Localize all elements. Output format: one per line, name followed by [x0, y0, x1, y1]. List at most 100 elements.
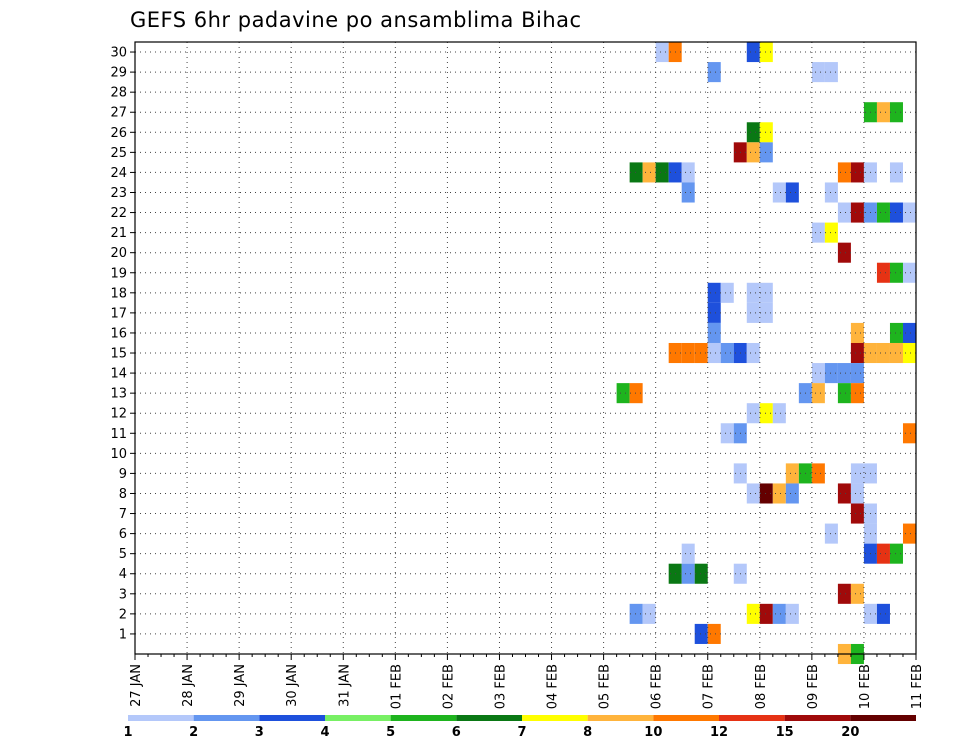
heatmap-cell	[772, 403, 786, 424]
heatmap-cell	[681, 162, 695, 183]
heatmap-cell	[837, 202, 851, 223]
heatmap-cell	[720, 423, 734, 444]
heatmap-cell	[850, 583, 864, 604]
heatmap-cell	[759, 302, 773, 323]
heatmap-cell	[850, 483, 864, 504]
x-tick-label: 08 FEB	[754, 664, 769, 709]
chart-title: GEFS 6hr padavine po ansamblima Bihac	[130, 8, 582, 32]
heatmap-cell	[785, 463, 799, 484]
colorbar-segment	[850, 715, 916, 721]
heatmap-cell	[811, 62, 825, 83]
heatmap-cell	[811, 363, 825, 384]
heatmap-cell	[629, 603, 643, 624]
heatmap-cell	[759, 483, 773, 504]
heatmap-cell	[785, 603, 799, 624]
heatmap-cell	[889, 102, 903, 123]
x-tick-label: 05 FEB	[598, 664, 613, 709]
heatmap-cell	[785, 483, 799, 504]
x-tick-label: 06 FEB	[650, 664, 665, 709]
heatmap-cell	[850, 363, 864, 384]
heatmap-cell	[876, 102, 890, 123]
heatmap-cell	[785, 182, 799, 203]
heatmap-cell	[837, 242, 851, 263]
y-tick-label: 12	[110, 407, 127, 422]
colorbar-label: 20	[841, 725, 859, 740]
heatmap-cell	[837, 483, 851, 504]
y-tick-label: 6	[119, 527, 127, 542]
y-tick-label: 29	[110, 66, 127, 81]
colorbar-label: 10	[644, 725, 662, 740]
plot-frame	[134, 41, 917, 655]
heatmap-cell	[746, 342, 760, 364]
heatmap-cell	[837, 583, 851, 604]
y-tick-label: 15	[110, 347, 127, 362]
x-tick-label: 04 FEB	[546, 664, 561, 709]
colorbar-segment	[325, 715, 391, 721]
heatmap-cell	[707, 342, 721, 364]
colorbar-label: 3	[255, 725, 264, 740]
heatmap-cell	[902, 322, 916, 343]
colorbar-segment	[259, 715, 325, 721]
heatmap-cell	[694, 623, 708, 644]
colorbar-segment	[193, 715, 260, 721]
heatmap-cell	[655, 42, 669, 63]
y-tick-label: 23	[110, 186, 127, 201]
x-tick-label: 27 JAN	[129, 664, 144, 707]
y-tick-label: 28	[110, 86, 127, 101]
colorbar-label: 8	[583, 725, 592, 740]
y-tick-label: 21	[110, 226, 127, 241]
colorbar-label: 6	[452, 725, 461, 740]
heatmap-cell	[772, 603, 786, 624]
heatmap-cell	[759, 142, 773, 163]
heatmap-cell	[889, 342, 903, 364]
heatmap-cell	[707, 302, 721, 323]
y-tick-label: 4	[119, 567, 127, 582]
heatmap-cell	[824, 523, 838, 544]
y-tick-label: 7	[119, 507, 127, 522]
heatmap-cell	[876, 262, 890, 283]
heatmap-cell	[824, 222, 838, 243]
heatmap-cell	[629, 162, 643, 183]
heatmap-cell	[850, 463, 864, 484]
heatmap-cell	[876, 603, 890, 624]
heatmap-cell	[876, 342, 890, 364]
y-tick-label: 24	[110, 166, 127, 181]
colorbar-label: 2	[189, 725, 198, 740]
heatmap-cell	[707, 322, 721, 343]
heatmap-cell	[616, 383, 630, 404]
heatmap-cell	[759, 282, 773, 303]
heatmap-cell	[681, 563, 695, 584]
x-tick-label: 09 FEB	[806, 664, 821, 709]
y-tick-label: 27	[110, 106, 127, 121]
heatmap-cell	[759, 42, 773, 63]
heatmap-cell	[746, 282, 760, 303]
y-tick-label: 17	[110, 306, 127, 321]
colorbar-segment	[390, 715, 457, 721]
colorbar-label: 15	[776, 725, 794, 740]
y-tick-label: 2	[119, 607, 127, 622]
heatmap-cell	[694, 563, 708, 584]
y-tick-label: 13	[110, 387, 127, 402]
y-tick-label: 18	[110, 286, 127, 301]
x-tick-label: 10 FEB	[858, 664, 873, 709]
heatmap-cell	[746, 603, 760, 624]
heatmap-cell	[902, 262, 916, 283]
heatmap-cell	[811, 222, 825, 243]
y-tick-label: 26	[110, 126, 127, 141]
y-tick-label: 10	[110, 447, 127, 462]
y-tick-label: 30	[110, 46, 127, 61]
x-tick-label: 30 JAN	[285, 664, 300, 707]
colorbar-segment	[128, 715, 194, 721]
heatmap-cell	[681, 342, 695, 364]
colorbar-segment	[587, 715, 654, 721]
heatmap-cell	[824, 363, 838, 384]
heatmap-cell	[850, 322, 864, 343]
heatmap-cell	[681, 543, 695, 564]
y-tick-label: 3	[119, 587, 127, 602]
y-tick-label: 20	[110, 246, 127, 261]
heatmap-cell	[850, 202, 864, 223]
heatmap-cell	[889, 262, 903, 283]
colorbar-segment	[719, 715, 785, 721]
heatmap-cell	[837, 363, 851, 384]
